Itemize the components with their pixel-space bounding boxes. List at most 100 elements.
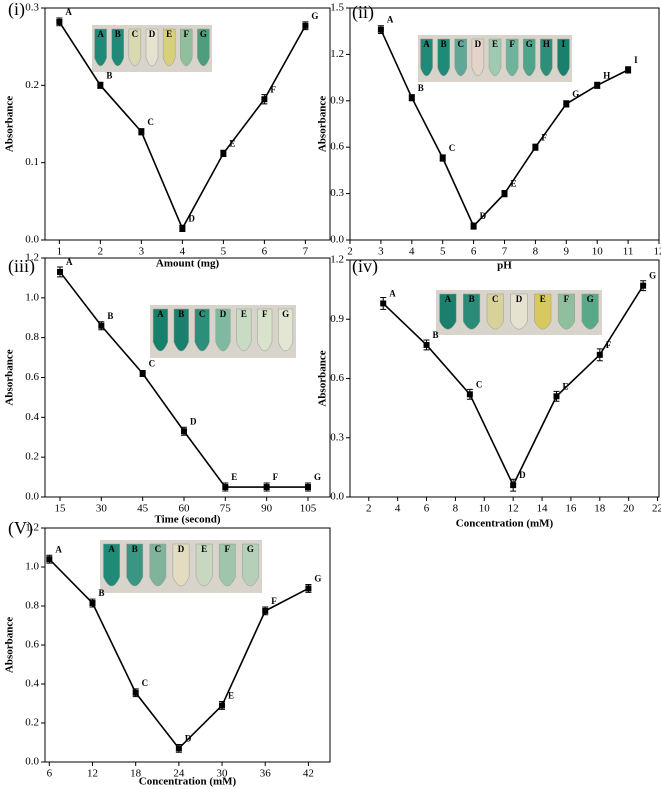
vial-label: C	[199, 309, 206, 319]
x-tick-label: 14	[537, 503, 549, 515]
data-point	[139, 370, 146, 377]
vial-label: B	[441, 39, 447, 49]
y-tick-label: 0.6	[25, 371, 39, 383]
vial	[149, 543, 167, 587]
y-tick-label: 0.8	[25, 331, 39, 343]
point-label: A	[65, 7, 72, 17]
vial-label: D	[149, 29, 156, 39]
y-tick-label: 0.9	[330, 313, 344, 325]
vial	[557, 38, 570, 77]
vial-label: G	[282, 309, 289, 319]
x-axis-title: pH	[497, 260, 512, 272]
data-point	[563, 100, 570, 107]
point-label: C	[449, 143, 456, 153]
vial	[557, 293, 575, 330]
x-tick-label: 12	[508, 503, 519, 515]
y-axis-title: Absorbance	[317, 96, 329, 152]
vial	[439, 293, 457, 330]
data-point	[262, 607, 269, 614]
vial	[215, 308, 231, 352]
x-tick-label: 2	[366, 503, 372, 515]
vial	[145, 28, 159, 67]
vial	[522, 38, 536, 77]
vial	[257, 308, 273, 352]
point-label: F	[273, 472, 279, 482]
data-point	[222, 484, 229, 491]
x-tick-label: 11	[623, 246, 634, 258]
vial-label: E	[201, 544, 207, 554]
panel-title: (iv)	[352, 256, 378, 277]
x-tick-label: 90	[261, 503, 273, 515]
point-label: G	[311, 11, 318, 21]
x-tick-label: 10	[592, 246, 604, 258]
vial	[463, 293, 481, 330]
vial	[236, 308, 252, 352]
vial-label: F	[564, 294, 570, 304]
panel-title: (V)	[8, 518, 33, 539]
y-tick-label: 0.4	[25, 411, 39, 423]
x-tick-label: 8	[533, 246, 539, 258]
x-tick-label: 5	[221, 246, 227, 258]
data-point	[179, 225, 186, 232]
x-tick-label: 8	[453, 503, 459, 515]
x-tick-label: 9	[564, 246, 570, 258]
x-tick-label: 18	[594, 503, 606, 515]
x-tick-label: 3	[378, 246, 384, 258]
vial	[152, 308, 168, 352]
y-tick-label: 0.6	[330, 141, 344, 153]
panel-title: (iii)	[8, 256, 35, 277]
data-point	[56, 18, 63, 25]
vial	[581, 293, 599, 330]
y-tick-label: 1.2	[25, 252, 39, 264]
x-tick-label: 7	[502, 246, 508, 258]
x-tick-label: 18	[130, 768, 142, 780]
vial-label: I	[562, 39, 566, 49]
vial-label: A	[97, 29, 104, 39]
vial	[195, 543, 213, 587]
vial	[510, 293, 528, 330]
vial-label: C	[155, 544, 162, 554]
point-label: G	[314, 574, 321, 584]
x-tick-label: 2	[347, 246, 353, 258]
data-point	[640, 282, 647, 289]
x-tick-label: 12	[87, 768, 98, 780]
x-tick-label: 30	[96, 503, 108, 515]
data-point	[138, 128, 145, 135]
vial-label: G	[200, 29, 207, 39]
vial-label: C	[492, 294, 499, 304]
x-tick-label: 45	[137, 503, 149, 515]
data-point	[553, 393, 560, 400]
vial	[94, 28, 107, 67]
vial-label: A	[423, 39, 430, 49]
data-point	[305, 585, 312, 592]
data-point	[180, 428, 187, 435]
x-tick-label: 4	[180, 246, 186, 258]
x-tick-label: 10	[479, 503, 491, 515]
point-label: D	[188, 213, 195, 223]
x-tick-label: 12	[654, 246, 661, 258]
y-tick-label: 0.2	[25, 717, 39, 729]
x-tick-label: 30	[217, 768, 229, 780]
data-point	[46, 556, 53, 563]
y-tick-label: 0.3	[25, 2, 39, 14]
x-tick-label: 4	[409, 246, 415, 258]
vial-label: E	[540, 294, 546, 304]
data-point	[175, 745, 182, 752]
data-point	[408, 94, 415, 101]
data-point	[57, 268, 64, 275]
vial	[488, 38, 502, 77]
y-tick-label: 0.0	[330, 234, 344, 246]
point-label: B	[418, 83, 424, 93]
data-point	[532, 144, 539, 151]
data-point	[423, 341, 430, 348]
point-label: E	[562, 381, 568, 391]
plot-frame	[44, 7, 331, 241]
vial	[180, 28, 193, 67]
x-tick-label: 20	[623, 503, 635, 515]
vial-label: G	[247, 544, 254, 554]
x-tick-label: 75	[220, 503, 232, 515]
point-label: A	[55, 544, 62, 554]
x-axis-title: Time (second)	[154, 514, 220, 526]
data-point	[625, 66, 632, 73]
x-tick-label: 6	[262, 246, 268, 258]
